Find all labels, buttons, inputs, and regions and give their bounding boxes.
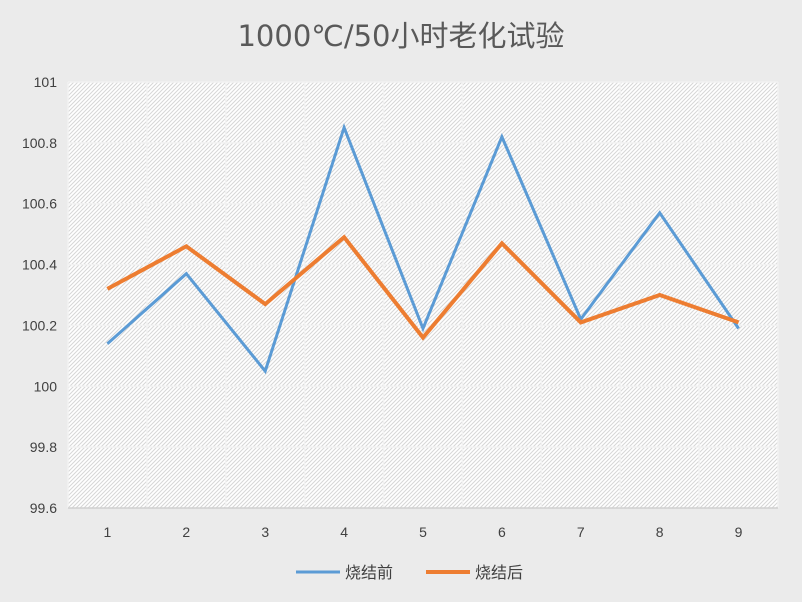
x-tick-label: 3 <box>261 524 269 540</box>
x-tick-label: 2 <box>182 524 190 540</box>
series-lines <box>106 123 740 375</box>
legend-label: 烧结后 <box>475 563 523 582</box>
y-tick-label: 100.2 <box>22 317 57 333</box>
x-tick-label: 8 <box>656 524 664 540</box>
x-tick-label: 6 <box>498 524 506 540</box>
y-tick-label: 99.8 <box>30 439 57 455</box>
chart-title: 1000℃/50小时老化试验 <box>237 19 564 53</box>
gridlines <box>67 81 779 509</box>
y-tick-label: 100 <box>34 378 58 394</box>
y-tick-label: 100.4 <box>22 257 57 273</box>
legend: 烧结前 烧结后 <box>296 563 523 582</box>
x-axis-ticks: 1 2 3 4 5 6 7 8 9 <box>104 524 743 540</box>
y-tick-label: 99.6 <box>30 500 57 516</box>
y-tick-label: 101 <box>34 74 58 90</box>
x-tick-label: 7 <box>577 524 585 540</box>
legend-label: 烧结前 <box>345 563 393 582</box>
y-axis-ticks: 99.6 99.8 100 100.2 100.4 100.6 100.8 101 <box>22 74 57 516</box>
series-line-1 <box>106 123 740 375</box>
y-tick-label: 100.8 <box>22 135 57 151</box>
x-tick-label: 5 <box>419 524 427 540</box>
x-tick-label: 9 <box>735 524 743 540</box>
plot-area <box>68 82 778 508</box>
y-tick-label: 100.6 <box>22 196 57 212</box>
x-tick-label: 1 <box>104 524 112 540</box>
x-tick-label: 4 <box>340 524 348 540</box>
